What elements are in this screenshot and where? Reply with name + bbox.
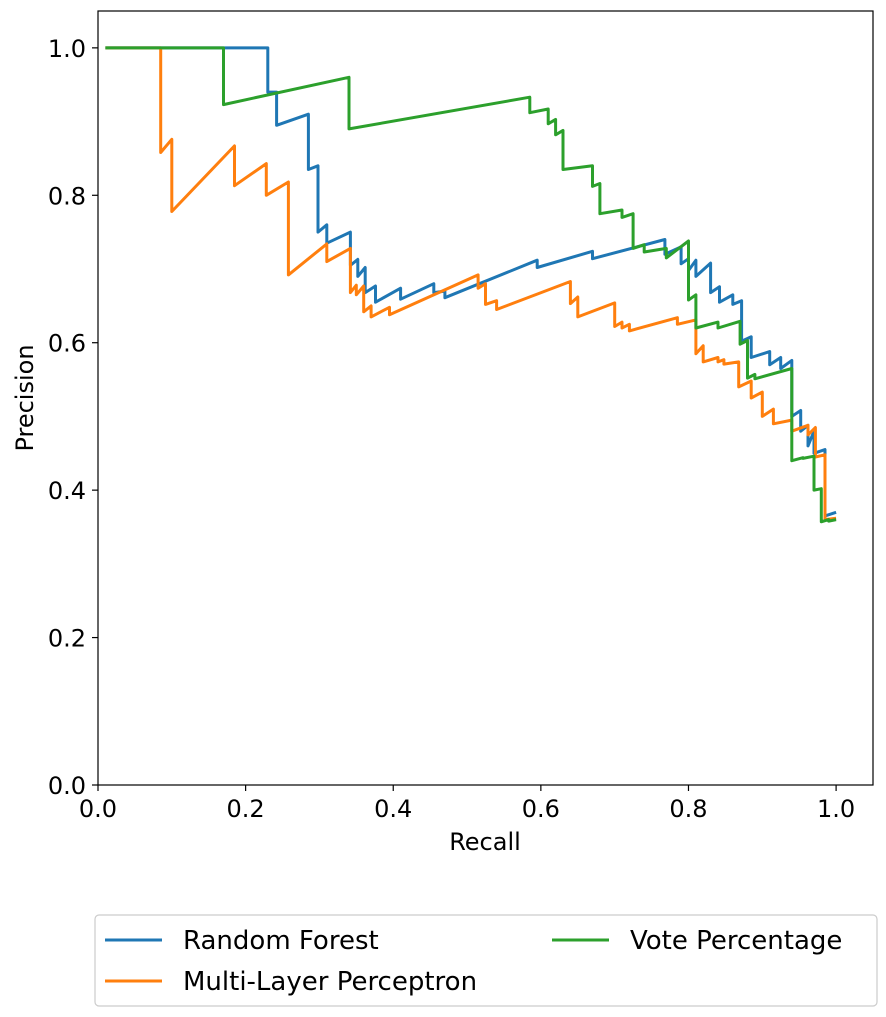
x-axis-label: Recall bbox=[449, 828, 521, 856]
legend-label-random-forest: Random Forest bbox=[183, 926, 379, 956]
y-tick-label: 1.0 bbox=[48, 35, 86, 63]
y-axis-label: Precision bbox=[11, 344, 39, 451]
series-line-multi-layer-perceptron bbox=[105, 46, 837, 522]
x-tick-label: 0.4 bbox=[374, 795, 412, 823]
legend-entries: Random Forest Multi-Layer Perceptron Vote … bbox=[105, 926, 842, 997]
y-tick-label: 0.8 bbox=[48, 182, 86, 210]
y-tick-label: 0.6 bbox=[48, 330, 86, 358]
x-tick-label: 0.6 bbox=[522, 795, 560, 823]
series-line-random-forest bbox=[105, 46, 837, 518]
x-tick-label: 0.0 bbox=[79, 795, 117, 823]
x-tick-label: 0.2 bbox=[227, 795, 265, 823]
plot-frame bbox=[97, 10, 874, 786]
legend-label-multi-layer-perceptron: Multi-Layer Perceptron bbox=[183, 967, 477, 997]
legend: Random Forest Multi-Layer Perceptron Vote … bbox=[94, 914, 878, 1007]
legend-label-vote-percentage: Vote Percentage bbox=[630, 926, 842, 956]
x-axis-ticks: 0.0 0.2 0.4 0.6 0.8 1.0 bbox=[79, 785, 855, 823]
series-line-vote-percentage bbox=[105, 46, 837, 524]
series-layer bbox=[105, 46, 837, 524]
plot-area bbox=[97, 10, 874, 786]
y-axis-ticks: 0.0 0.2 0.4 0.6 0.8 1.0 bbox=[48, 35, 98, 800]
x-tick-label: 1.0 bbox=[817, 795, 855, 823]
y-tick-label: 0.2 bbox=[48, 625, 86, 653]
x-tick-label: 0.8 bbox=[669, 795, 707, 823]
y-tick-label: 0.4 bbox=[48, 477, 86, 505]
legend-frame bbox=[94, 914, 878, 1007]
y-tick-label: 0.0 bbox=[48, 772, 86, 800]
